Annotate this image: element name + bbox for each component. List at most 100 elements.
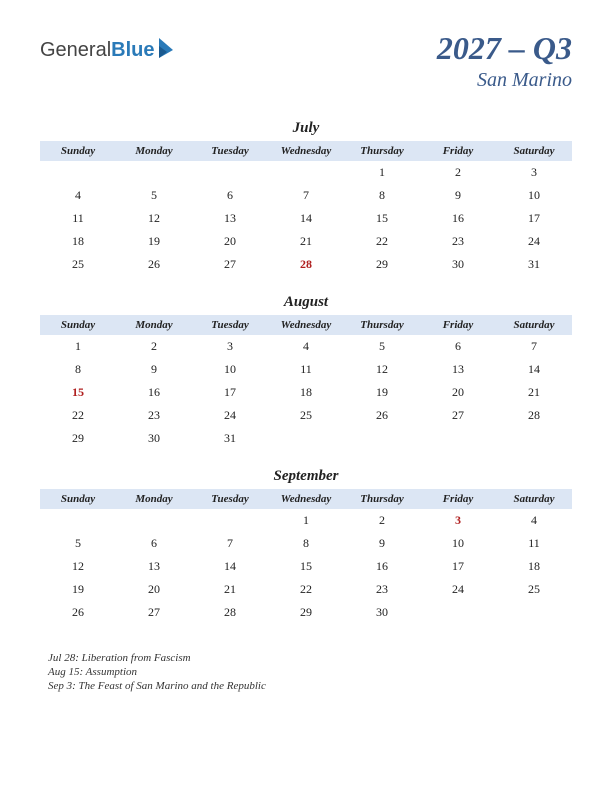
calendar-cell: 19	[40, 578, 116, 601]
day-header: Saturday	[496, 489, 572, 509]
calendar-cell: 30	[344, 601, 420, 624]
calendar-cell: 25	[496, 578, 572, 601]
calendar-cell: 1	[268, 509, 344, 532]
calendar-cell: 17	[496, 207, 572, 230]
title-block: 2027 – Q3 San Marino	[437, 30, 572, 92]
month-name: August	[40, 294, 572, 311]
header: GeneralBlue 2027 – Q3 San Marino	[40, 30, 572, 92]
calendar-cell: 3	[496, 161, 572, 184]
calendar-cell: 9	[344, 532, 420, 555]
calendar-cell: 4	[496, 509, 572, 532]
month-block: JulySundayMondayTuesdayWednesdayThursday…	[40, 120, 572, 276]
logo-sail-icon	[157, 36, 177, 65]
calendar-cell: 3	[420, 509, 496, 532]
calendar-cell: 25	[40, 253, 116, 276]
calendar-cell: 4	[40, 184, 116, 207]
day-header: Thursday	[344, 141, 420, 161]
day-header: Sunday	[40, 315, 116, 335]
calendar-cell: 9	[420, 184, 496, 207]
logo-text-blue: Blue	[111, 39, 154, 61]
logo-text-general: General	[40, 39, 111, 61]
calendar-cell: 7	[192, 532, 268, 555]
calendar-cell: 2	[420, 161, 496, 184]
calendar-cell: 16	[116, 381, 192, 404]
calendar-cell: 6	[192, 184, 268, 207]
day-header: Monday	[116, 315, 192, 335]
calendar-cell: 10	[192, 358, 268, 381]
note-line: Aug 15: Assumption	[48, 666, 572, 678]
calendar-cell: 6	[116, 532, 192, 555]
day-header: Sunday	[40, 489, 116, 509]
calendar-cell-empty	[268, 427, 344, 450]
calendar-cell: 11	[40, 207, 116, 230]
calendar-cell: 8	[40, 358, 116, 381]
calendar-cell-empty	[420, 427, 496, 450]
calendar-cell: 6	[420, 335, 496, 358]
calendar-cell: 5	[40, 532, 116, 555]
day-header: Friday	[420, 141, 496, 161]
calendar-cell: 16	[420, 207, 496, 230]
calendar-cell: 17	[192, 381, 268, 404]
month-name: September	[40, 468, 572, 485]
calendar-cell: 18	[268, 381, 344, 404]
calendar-cell: 11	[268, 358, 344, 381]
calendar-cell: 13	[420, 358, 496, 381]
calendar-cell: 24	[496, 230, 572, 253]
calendar-table: SundayMondayTuesdayWednesdayThursdayFrid…	[40, 489, 572, 624]
calendar-cell: 23	[116, 404, 192, 427]
quarter-title: 2027 – Q3	[437, 30, 572, 67]
calendar-cell: 15	[344, 207, 420, 230]
calendar-cell-empty	[116, 509, 192, 532]
day-header: Friday	[420, 315, 496, 335]
calendar-cell: 29	[40, 427, 116, 450]
calendar-cell: 8	[268, 532, 344, 555]
day-header: Thursday	[344, 315, 420, 335]
calendar-cell: 18	[40, 230, 116, 253]
day-header: Monday	[116, 489, 192, 509]
calendar-cell: 26	[116, 253, 192, 276]
calendar-cell: 12	[116, 207, 192, 230]
calendar-cell-empty	[192, 509, 268, 532]
calendar-cell: 5	[116, 184, 192, 207]
month-block: September SundayMondayTuesdayWednesdayThu…	[40, 468, 572, 624]
calendar-cell: 23	[420, 230, 496, 253]
calendar-cell-empty	[420, 601, 496, 624]
calendar-cell: 13	[192, 207, 268, 230]
calendar-cell: 13	[116, 555, 192, 578]
calendar-cell: 27	[192, 253, 268, 276]
calendar-cell: 4	[268, 335, 344, 358]
calendar-cell: 17	[420, 555, 496, 578]
calendar-cell: 29	[344, 253, 420, 276]
calendar-cell: 29	[268, 601, 344, 624]
day-header: Tuesday	[192, 489, 268, 509]
calendar-cell: 7	[268, 184, 344, 207]
calendar-cell: 28	[268, 253, 344, 276]
day-header: Sunday	[40, 141, 116, 161]
day-header: Monday	[116, 141, 192, 161]
calendar-cell: 28	[496, 404, 572, 427]
logo-text: GeneralBlue	[40, 39, 155, 62]
calendar-cell: 7	[496, 335, 572, 358]
calendar-cell: 12	[344, 358, 420, 381]
month-block: AugustSundayMondayTuesdayWednesdayThursd…	[40, 294, 572, 450]
note-line: Sep 3: The Feast of San Marino and the R…	[48, 680, 572, 692]
day-header: Saturday	[496, 141, 572, 161]
calendar-cell-empty	[192, 161, 268, 184]
calendar-cell: 22	[268, 578, 344, 601]
calendar-cell: 14	[192, 555, 268, 578]
calendar-cell: 10	[496, 184, 572, 207]
calendar-cell: 28	[192, 601, 268, 624]
calendar-cell: 2	[344, 509, 420, 532]
calendar-cell: 1	[40, 335, 116, 358]
calendar-cell-empty	[496, 601, 572, 624]
calendar-cell-empty	[496, 427, 572, 450]
calendar-cell-empty	[40, 161, 116, 184]
calendar-cell: 21	[268, 230, 344, 253]
calendar-cell: 24	[420, 578, 496, 601]
calendar-cell: 14	[268, 207, 344, 230]
calendar-cell: 9	[116, 358, 192, 381]
calendar-cell: 12	[40, 555, 116, 578]
calendar-cell: 15	[40, 381, 116, 404]
calendar-cell: 10	[420, 532, 496, 555]
calendar-cell: 22	[344, 230, 420, 253]
